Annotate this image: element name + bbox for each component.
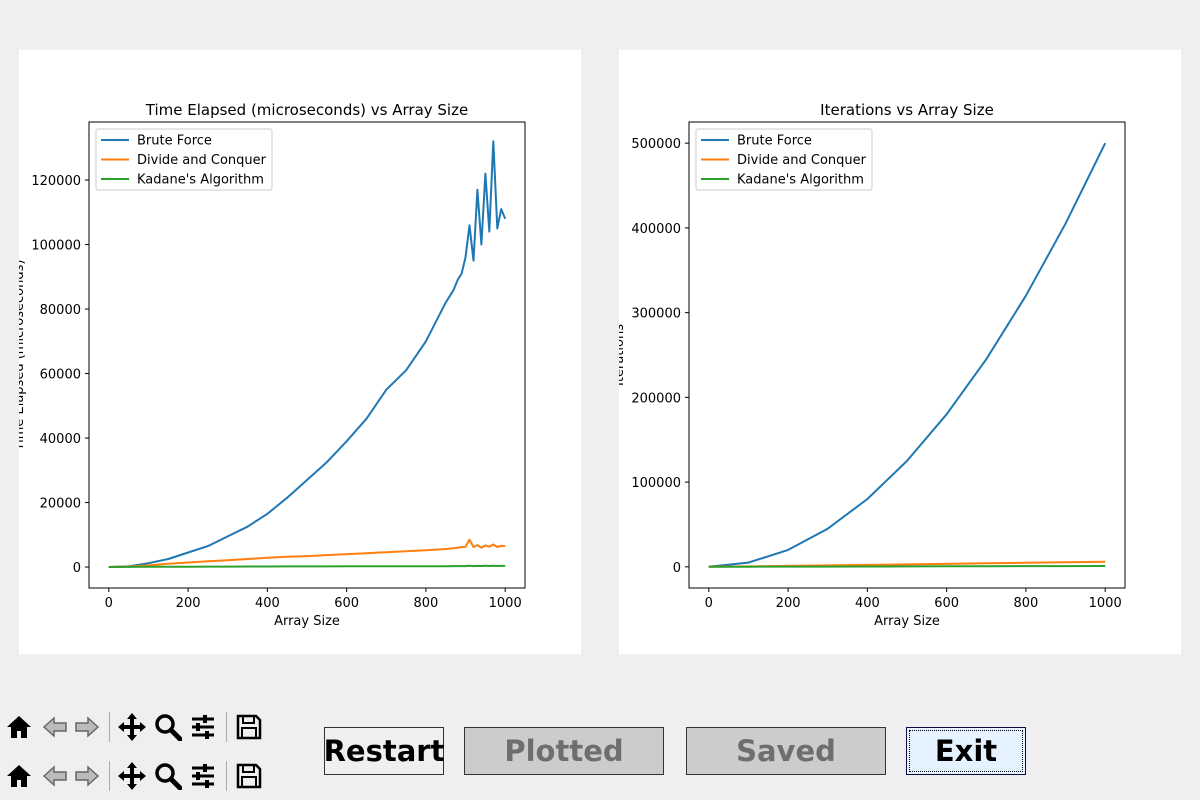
zoom-icon[interactable] xyxy=(153,712,183,742)
navigation-toolbar-2 xyxy=(4,759,274,793)
y-tick-label: 60000 xyxy=(40,368,81,383)
y-tick-label: 0 xyxy=(73,561,81,576)
forward-arrow-icon[interactable] xyxy=(72,761,102,791)
x-tick-label: 1000 xyxy=(489,596,522,611)
x-tick-label: 400 xyxy=(855,596,880,611)
back-arrow-icon[interactable] xyxy=(40,761,70,791)
iterations-chart-panel: Iterations vs Array Size Array Size Iterat… xyxy=(619,50,1181,654)
exit-button[interactable]: Exit xyxy=(906,727,1026,775)
legend-label: Kadane's Algorithm xyxy=(737,173,864,188)
zoom-icon[interactable] xyxy=(153,761,183,791)
x-tick-label: 800 xyxy=(413,596,438,611)
legend-label: Divide and Conquer xyxy=(737,153,867,168)
x-tick-label: 200 xyxy=(176,596,201,611)
y-tick-label: 300000 xyxy=(631,307,681,322)
series-line-brute-force xyxy=(108,140,507,568)
y-tick-label: 400000 xyxy=(631,222,681,237)
x-tick-label: 0 xyxy=(705,596,713,611)
time-elapsed-chart-panel: Time Elapsed (microseconds) vs Array Siz… xyxy=(19,50,581,654)
y-tick-label: 200000 xyxy=(631,391,681,406)
legend: Brute Force Divide and Conquer Kadane's Al… xyxy=(95,128,273,191)
x-tick-label: 400 xyxy=(255,596,280,611)
axes-frame xyxy=(88,121,526,589)
legend-label: Brute Force xyxy=(137,134,212,149)
legend: Brute Force Divide and Conquer Kadane's Al… xyxy=(695,128,873,191)
x-tick-label: 1000 xyxy=(1089,596,1122,611)
legend-box xyxy=(95,128,273,191)
x-tick-label: 600 xyxy=(334,596,359,611)
series-line-brute-force xyxy=(708,142,1107,568)
x-tick-label: 200 xyxy=(776,596,801,611)
legend-box xyxy=(695,128,873,191)
toolbar-separator xyxy=(109,712,110,742)
iterations-chart: Iterations vs Array Size Array Size Iterat… xyxy=(619,101,1126,629)
y-tick-label: 500000 xyxy=(631,137,681,152)
legend-label: Kadane's Algorithm xyxy=(137,173,264,188)
axes-frame xyxy=(688,121,1126,589)
restart-button[interactable]: Restart xyxy=(324,727,444,775)
series-line-kadane-s-algorithm xyxy=(708,565,1106,568)
navigation-toolbar-1 xyxy=(4,710,274,744)
x-tick-label: 0 xyxy=(105,596,113,611)
save-icon[interactable] xyxy=(234,761,264,791)
chart-title: Iterations vs Array Size xyxy=(820,101,994,119)
plotted-button[interactable]: Plotted xyxy=(464,727,664,775)
y-tick-label: 80000 xyxy=(40,303,81,318)
time-elapsed-chart: Time Elapsed (microseconds) vs Array Siz… xyxy=(19,101,526,629)
legend-label: Brute Force xyxy=(737,134,812,149)
x-axis-label: Array Size xyxy=(874,614,940,629)
series-line-divide-and-conquer xyxy=(108,538,506,568)
home-icon[interactable] xyxy=(4,712,34,742)
pan-icon[interactable] xyxy=(117,712,147,742)
configure-subplots-icon[interactable] xyxy=(188,761,218,791)
saved-button[interactable]: Saved xyxy=(686,727,886,775)
y-axis-label: Time Elapsed (microseconds) xyxy=(19,260,27,452)
x-tick-label: 600 xyxy=(934,596,959,611)
y-tick-label: 0 xyxy=(673,561,681,576)
toolbar-separator xyxy=(109,761,110,791)
save-icon[interactable] xyxy=(234,712,264,742)
x-tick-label: 800 xyxy=(1013,596,1038,611)
home-icon[interactable] xyxy=(4,761,34,791)
y-tick-label: 120000 xyxy=(31,174,81,189)
configure-subplots-icon[interactable] xyxy=(188,712,218,742)
series-line-kadane-s-algorithm xyxy=(108,564,506,568)
chart-title: Time Elapsed (microseconds) vs Array Siz… xyxy=(145,101,468,119)
toolbar-separator xyxy=(226,712,227,742)
y-tick-label: 100000 xyxy=(631,476,681,491)
x-axis-label: Array Size xyxy=(274,614,340,629)
toolbar-separator xyxy=(226,761,227,791)
back-arrow-icon[interactable] xyxy=(40,712,70,742)
y-tick-label: 40000 xyxy=(40,432,81,447)
y-tick-label: 20000 xyxy=(40,497,81,512)
forward-arrow-icon[interactable] xyxy=(72,712,102,742)
y-axis-label: Iterations xyxy=(619,324,627,386)
legend-label: Divide and Conquer xyxy=(137,153,267,168)
pan-icon[interactable] xyxy=(117,761,147,791)
y-tick-label: 100000 xyxy=(31,239,81,254)
